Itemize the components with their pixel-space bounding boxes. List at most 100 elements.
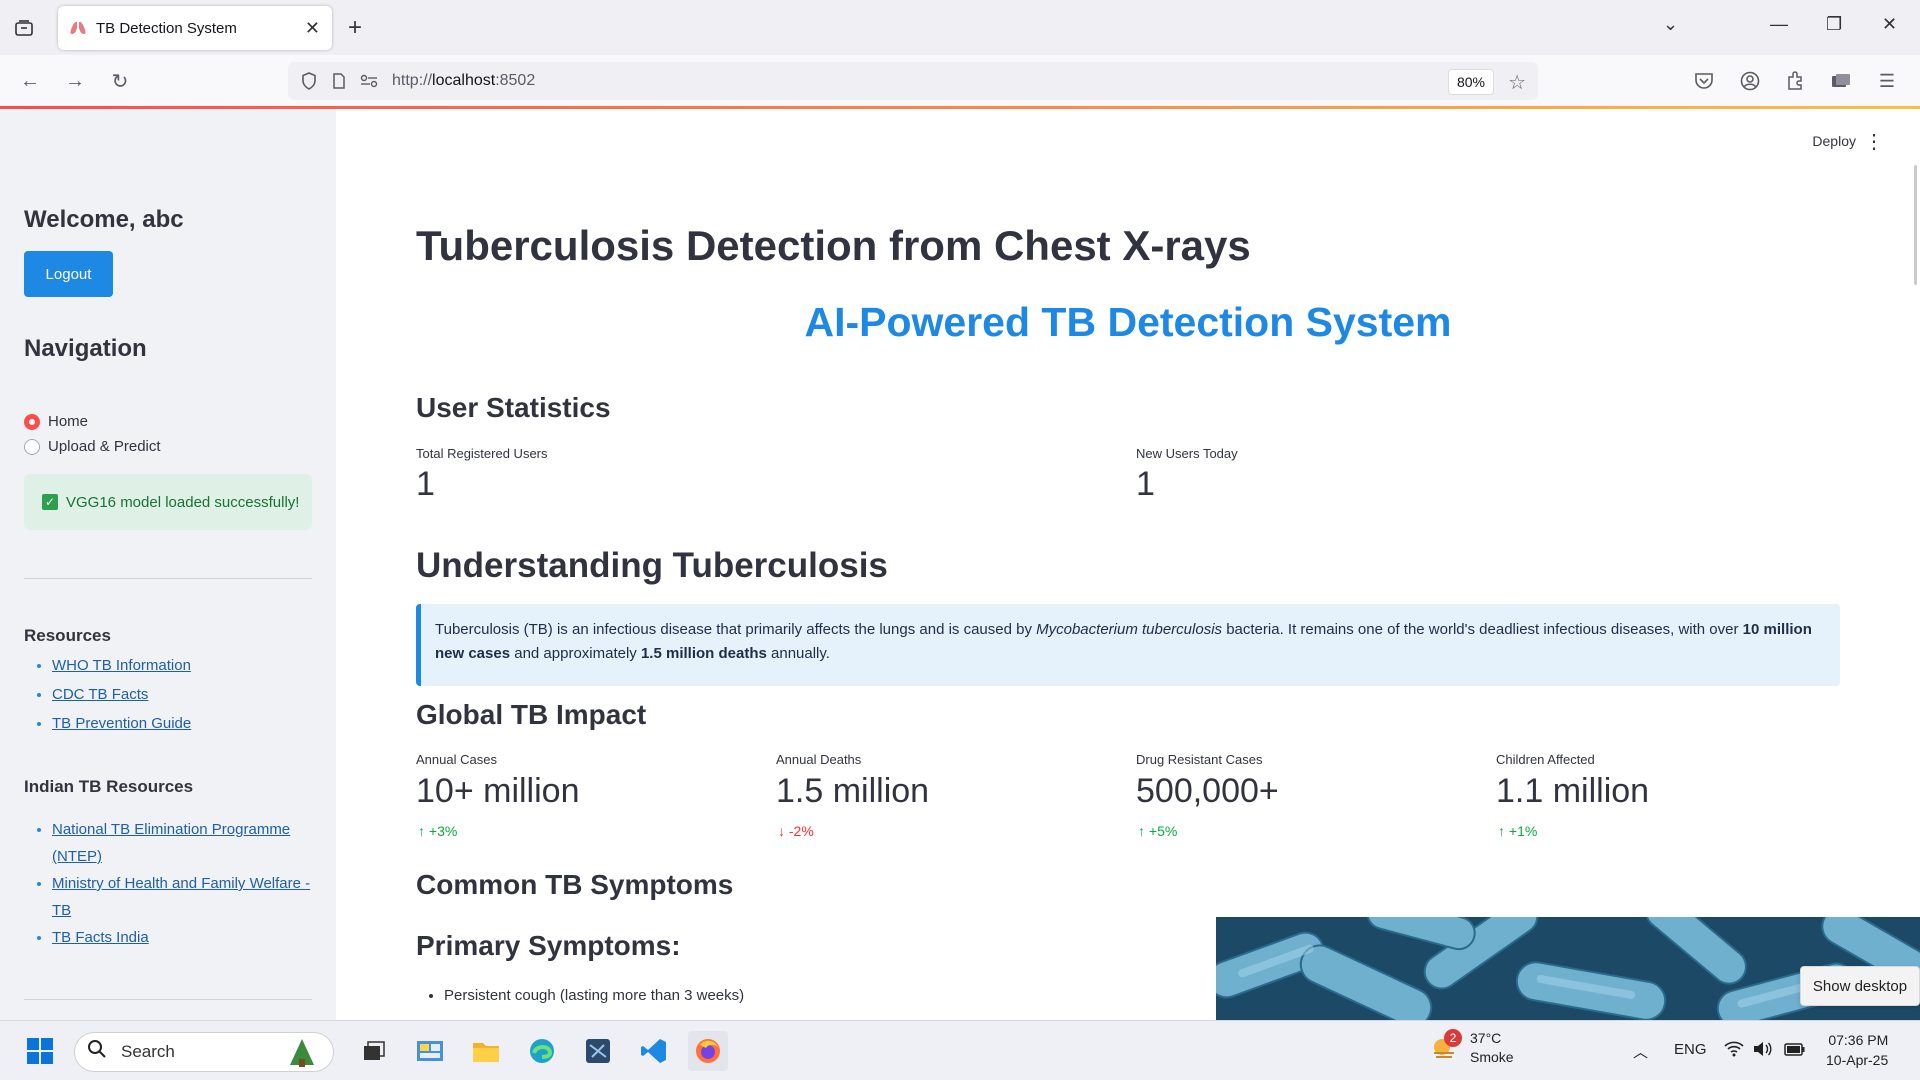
bookmark-star-icon[interactable]: ☆ — [1508, 72, 1526, 94]
nav-radio-label: Home — [48, 413, 89, 430]
task-view-icon[interactable] — [354, 1031, 394, 1071]
taskbar-search[interactable]: Search — [74, 1032, 334, 1072]
file-explorer-icon[interactable] — [466, 1031, 506, 1071]
metric-label: Children Affected — [1496, 752, 1595, 767]
volume-icon[interactable] — [1752, 1041, 1772, 1061]
url-text: http://localhost:8502 — [392, 72, 536, 89]
metric-label: New Users Today — [1136, 446, 1238, 461]
close-tab-icon[interactable]: ✕ — [304, 17, 320, 38]
metric-delta: ↑ +1% — [1498, 823, 1537, 839]
zoom-level-badge[interactable]: 80% — [1447, 69, 1494, 95]
arrow-up-icon: ↑ — [418, 823, 429, 839]
primary-symptoms-heading: Primary Symptoms: — [416, 930, 681, 961]
edge-browser-icon[interactable] — [522, 1031, 562, 1071]
main-content: Deploy ⋮ Tuberculosis Detection from Che… — [336, 109, 1920, 1020]
permissions-icon[interactable] — [354, 74, 384, 88]
pocket-icon[interactable] — [1691, 68, 1717, 94]
windows-start-icon[interactable] — [20, 1031, 60, 1071]
browser-nav-bar: ← → ↻ http://localhost:8502 80% ☆ ☰ — [0, 55, 1920, 107]
nav-radio-upload-predict[interactable]: Upload & Predict — [24, 438, 161, 455]
sidebar-divider — [24, 999, 312, 1000]
page-subtitle: AI-Powered TB Detection System — [804, 299, 1452, 345]
page-title: Tuberculosis Detection from Chest X-rays — [416, 222, 1251, 269]
browser-tab[interactable]: TB Detection System ✕ — [58, 6, 332, 50]
arrow-down-icon: ↓ — [778, 823, 789, 839]
back-icon[interactable]: ← — [20, 69, 40, 92]
sidebar-divider — [24, 578, 312, 579]
language-indicator[interactable]: ENG — [1674, 1041, 1707, 1058]
hamburger-menu-icon[interactable]: ☰ — [1878, 70, 1896, 91]
restore-icon[interactable]: ❐ — [1826, 14, 1843, 34]
close-window-icon[interactable]: ✕ — [1882, 14, 1898, 34]
tab-overflow-chevron-icon[interactable]: ⌄ — [1663, 14, 1679, 34]
page-icon[interactable] — [324, 73, 354, 89]
info-italic-text: Mycobacterium tuberculosis — [1036, 621, 1223, 638]
metric-label: Total Registered Users — [416, 446, 548, 461]
lungs-icon — [70, 20, 88, 36]
account-icon[interactable] — [1737, 68, 1763, 94]
vscode-icon[interactable] — [634, 1031, 674, 1071]
list-item: Ministry of Health and Family Welfare - … — [52, 870, 314, 924]
metric-delta: ↑ +3% — [418, 823, 457, 839]
info-text: Tuberculosis (TB) is an infectious disea… — [435, 621, 1037, 638]
search-highlight-icon — [285, 1037, 319, 1074]
cdc-tb-link[interactable]: CDC TB Facts — [52, 686, 149, 703]
weather-widget[interactable]: 2 37°C Smoke — [1430, 1029, 1514, 1067]
clock-time: 07:36 PM — [1828, 1032, 1889, 1048]
ntep-link[interactable]: National TB Elimination Programme (NTEP) — [52, 821, 291, 865]
metric-value: 1.5 million — [776, 772, 930, 810]
system-clock[interactable]: 07:36 PM 10-Apr-25 — [1826, 1030, 1888, 1070]
address-bar[interactable]: http://localhost:8502 80% ☆ — [288, 62, 1538, 100]
shield-icon[interactable] — [294, 72, 324, 90]
nav-radio-label: Upload & Predict — [48, 438, 161, 455]
tb-info-box: Tuberculosis (TB) is an infectious disea… — [416, 604, 1840, 686]
radio-selected-icon[interactable] — [24, 413, 40, 430]
minimize-icon[interactable]: — — [1770, 14, 1788, 34]
who-tb-link[interactable]: WHO TB Information — [52, 657, 191, 674]
global-impact-heading: Global TB Impact — [416, 699, 647, 730]
tab-title: TB Detection System — [96, 19, 237, 37]
nav-radio-home[interactable]: Home — [24, 413, 88, 430]
list-item: Persistent cough (lasting more than 3 we… — [444, 987, 744, 1004]
arrow-up-icon: ↑ — [1138, 823, 1149, 839]
page-top-decoration — [0, 106, 1920, 109]
understanding-tb-heading: Understanding Tuberculosis — [416, 546, 888, 585]
metric-delta: ↑ +5% — [1138, 823, 1177, 839]
indian-resources-list: National TB Elimination Programme (NTEP)… — [52, 816, 314, 951]
db-tool-icon[interactable] — [578, 1031, 618, 1071]
show-hidden-icons-chevron-icon[interactable]: ︿ — [1633, 1044, 1649, 1061]
forward-icon[interactable]: → — [65, 69, 85, 92]
container-tabs-icon[interactable] — [1828, 68, 1854, 94]
control-panel-icon[interactable] — [410, 1031, 450, 1071]
navigation-heading: Navigation — [24, 335, 147, 362]
metric-value: 500,000+ — [1136, 772, 1279, 810]
tab-list-icon[interactable] — [10, 14, 38, 42]
reload-icon[interactable]: ↻ — [111, 70, 129, 93]
deploy-button[interactable]: Deploy — [1812, 133, 1856, 149]
radio-unselected-icon[interactable] — [24, 438, 40, 455]
metric-label: Drug Resistant Cases — [1136, 752, 1263, 767]
delta-text: +3% — [428, 823, 458, 839]
extensions-icon[interactable] — [1782, 68, 1808, 94]
metric-value: 1 — [416, 465, 435, 503]
tb-facts-india-link[interactable]: TB Facts India — [52, 929, 149, 946]
more-options-icon[interactable]: ⋮ — [1864, 131, 1884, 153]
wifi-icon[interactable] — [1724, 1041, 1744, 1061]
browser-tab-bar: TB Detection System ✕ + ⌄ — ❐ ✕ — [0, 0, 1920, 55]
mohfw-tb-link[interactable]: Ministry of Health and Family Welfare - … — [52, 875, 311, 919]
resources-heading: Resources — [24, 626, 111, 645]
logout-button[interactable]: Logout — [24, 251, 113, 297]
firefox-icon[interactable] — [688, 1031, 728, 1071]
search-placeholder: Search — [121, 1042, 175, 1061]
metric-label: Annual Deaths — [776, 752, 862, 767]
common-symptoms-heading: Common TB Symptoms — [416, 869, 734, 900]
tb-prevention-link[interactable]: TB Prevention Guide — [52, 715, 192, 732]
new-tab-icon[interactable]: + — [348, 14, 363, 41]
list-item: CDC TB Facts — [52, 680, 191, 709]
scrollbar[interactable] — [1914, 165, 1917, 285]
info-text: annually. — [766, 645, 830, 662]
battery-icon[interactable] — [1784, 1041, 1806, 1061]
model-loaded-alert: ✓ VGG16 model loaded successfully! — [24, 474, 312, 530]
weather-text: Smoke — [1470, 1049, 1514, 1065]
alert-text: VGG16 model loaded successfully! — [66, 493, 300, 511]
